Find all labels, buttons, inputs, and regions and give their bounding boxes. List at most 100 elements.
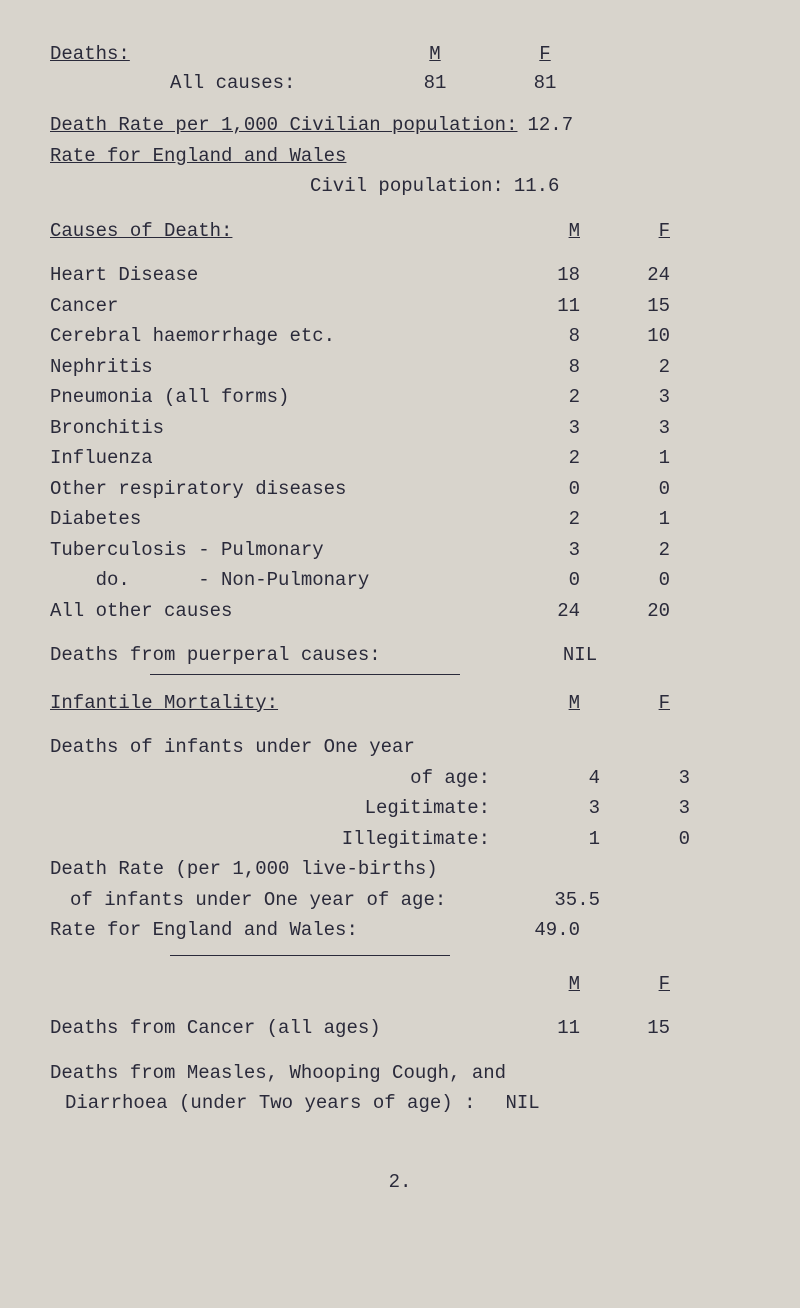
cause-f: 0 xyxy=(580,475,670,504)
illegit-f: 0 xyxy=(600,825,690,854)
rate-england-val: 49.0 xyxy=(490,916,580,945)
cancer-f: 15 xyxy=(580,1014,670,1043)
infants-under-one-label: of infants under One year of age: xyxy=(50,886,510,915)
puerperal-row: Deaths from puerperal causes: NIL xyxy=(50,641,750,670)
under-one-label: Deaths of infants under One year xyxy=(50,733,750,762)
cause-f: 10 xyxy=(580,322,670,351)
cause-m: 0 xyxy=(490,475,580,504)
cause-row: Cerebral haemorrhage etc.810 xyxy=(50,322,750,351)
measles-line2-label: Diarrhoea (under Two years of age) : xyxy=(50,1089,475,1118)
all-causes-row: All causes: 81 81 xyxy=(50,69,750,98)
illegit-label: Illegitimate: xyxy=(50,825,510,854)
cause-row: Influenza21 xyxy=(50,444,750,473)
of-age-label: of age: xyxy=(50,764,510,793)
page-number: 2. xyxy=(50,1168,750,1197)
cancer-header: M F xyxy=(50,970,750,999)
col-m-header: M xyxy=(380,40,490,69)
illegit-m: 1 xyxy=(510,825,600,854)
legit-m: 3 xyxy=(510,794,600,823)
causes-table: Heart Disease1824Cancer1115Cerebral haem… xyxy=(50,261,750,625)
cancer-label: Deaths from Cancer (all ages) xyxy=(50,1014,490,1043)
cause-row: Other respiratory diseases00 xyxy=(50,475,750,504)
cause-label: Other respiratory diseases xyxy=(50,475,490,504)
puerperal-val: NIL xyxy=(490,641,670,670)
cause-row: Nephritis82 xyxy=(50,353,750,382)
infants-under-one-val: 35.5 xyxy=(510,886,600,915)
cause-m: 3 xyxy=(490,536,580,565)
cause-f: 1 xyxy=(580,505,670,534)
deaths-title: Deaths: xyxy=(50,40,380,69)
measles-line2-val: NIL xyxy=(505,1089,539,1118)
cause-f: 24 xyxy=(580,261,670,290)
cause-label: Pneumonia (all forms) xyxy=(50,383,490,412)
measles-line1: Deaths from Measles, Whooping Cough, and xyxy=(50,1059,750,1088)
cause-label: Diabetes xyxy=(50,505,490,534)
cause-row: do. - Non-Pulmonary00 xyxy=(50,566,750,595)
cause-label: Nephritis xyxy=(50,353,490,382)
causes-header: Causes of Death: M F xyxy=(50,217,750,246)
death-rate-line1: Death Rate per 1,000 Civilian population… xyxy=(50,111,750,140)
cause-row: All other causes2420 xyxy=(50,597,750,626)
death-rate-label3: Civil population: xyxy=(310,172,504,201)
death-rate-label1: Death Rate per 1,000 Civilian population… xyxy=(50,111,517,140)
cause-m: 11 xyxy=(490,292,580,321)
cause-label: All other causes xyxy=(50,597,490,626)
death-rate-line3: Civil population: 11.6 xyxy=(50,172,750,201)
cause-m: 2 xyxy=(490,383,580,412)
legit-label: Legitimate: xyxy=(50,794,510,823)
infantile-title: Infantile Mortality: xyxy=(50,689,490,718)
cause-row: Pneumonia (all forms)23 xyxy=(50,383,750,412)
all-causes-f: 81 xyxy=(490,69,600,98)
cancer-row: Deaths from Cancer (all ages) 11 15 xyxy=(50,1014,750,1043)
all-causes-label: All causes: xyxy=(170,69,380,98)
cancer-m: 11 xyxy=(490,1014,580,1043)
cause-m: 18 xyxy=(490,261,580,290)
cause-row: Cancer1115 xyxy=(50,292,750,321)
legit-f: 3 xyxy=(600,794,690,823)
cancer-col-f: F xyxy=(580,970,670,999)
causes-title: Causes of Death: xyxy=(50,217,490,246)
all-causes-m: 81 xyxy=(380,69,490,98)
rate-england-label: Rate for England and Wales: xyxy=(50,916,490,945)
cause-f: 20 xyxy=(580,597,670,626)
causes-col-m: M xyxy=(490,217,580,246)
cause-label: Tuberculosis - Pulmonary xyxy=(50,536,490,565)
of-age-row: of age: 4 3 xyxy=(50,764,750,793)
cause-row: Bronchitis33 xyxy=(50,414,750,443)
illegit-row: Illegitimate: 1 0 xyxy=(50,825,750,854)
cause-f: 3 xyxy=(580,383,670,412)
causes-col-f: F xyxy=(580,217,670,246)
puerperal-label: Deaths from puerperal causes: xyxy=(50,641,490,670)
of-age-f: 3 xyxy=(600,764,690,793)
cause-f: 1 xyxy=(580,444,670,473)
infantile-col-m: M xyxy=(490,689,580,718)
cause-f: 0 xyxy=(580,566,670,595)
cause-row: Diabetes21 xyxy=(50,505,750,534)
cause-label: Cerebral haemorrhage etc. xyxy=(50,322,490,351)
cause-f: 3 xyxy=(580,414,670,443)
cause-label: Heart Disease xyxy=(50,261,490,290)
cause-m: 0 xyxy=(490,566,580,595)
deaths-header-row: Deaths: M F xyxy=(50,40,750,69)
cause-f: 15 xyxy=(580,292,670,321)
infantile-header: Infantile Mortality: M F xyxy=(50,689,750,718)
cause-label: Bronchitis xyxy=(50,414,490,443)
legit-row: Legitimate: 3 3 xyxy=(50,794,750,823)
death-rate-val1: 12.7 xyxy=(527,111,573,140)
cause-label: Influenza xyxy=(50,444,490,473)
death-rate-val3: 11.6 xyxy=(514,172,560,201)
cause-m: 8 xyxy=(490,353,580,382)
of-age-m: 4 xyxy=(510,764,600,793)
cause-row: Heart Disease1824 xyxy=(50,261,750,290)
cause-label: Cancer xyxy=(50,292,490,321)
cause-row: Tuberculosis - Pulmonary32 xyxy=(50,536,750,565)
cause-m: 24 xyxy=(490,597,580,626)
measles-line2: Diarrhoea (under Two years of age) : NIL xyxy=(50,1089,750,1118)
cause-m: 3 xyxy=(490,414,580,443)
infantile-col-f: F xyxy=(580,689,670,718)
cause-label: do. - Non-Pulmonary xyxy=(50,566,490,595)
cancer-col-m: M xyxy=(490,970,580,999)
cause-m: 2 xyxy=(490,505,580,534)
cause-m: 2 xyxy=(490,444,580,473)
cause-f: 2 xyxy=(580,353,670,382)
